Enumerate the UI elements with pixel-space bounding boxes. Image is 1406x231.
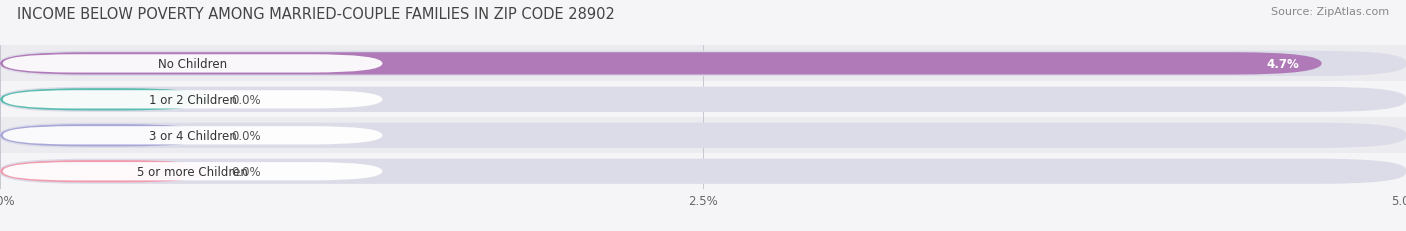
FancyBboxPatch shape	[0, 154, 1406, 189]
Text: 5 or more Children: 5 or more Children	[138, 165, 247, 178]
FancyBboxPatch shape	[0, 89, 209, 111]
Text: 1 or 2 Children: 1 or 2 Children	[149, 93, 236, 106]
Text: 4.7%: 4.7%	[1267, 58, 1299, 71]
Text: 0.0%: 0.0%	[232, 129, 262, 142]
FancyBboxPatch shape	[0, 123, 1406, 148]
Text: Source: ZipAtlas.com: Source: ZipAtlas.com	[1271, 7, 1389, 17]
FancyBboxPatch shape	[0, 52, 1406, 77]
Text: 3 or 4 Children: 3 or 4 Children	[149, 129, 236, 142]
FancyBboxPatch shape	[3, 55, 382, 73]
FancyBboxPatch shape	[0, 82, 1406, 118]
FancyBboxPatch shape	[0, 160, 209, 183]
FancyBboxPatch shape	[3, 91, 382, 109]
FancyBboxPatch shape	[0, 87, 1406, 112]
FancyBboxPatch shape	[0, 53, 1322, 75]
Text: 0.0%: 0.0%	[232, 165, 262, 178]
FancyBboxPatch shape	[3, 162, 382, 181]
Text: 0.0%: 0.0%	[232, 93, 262, 106]
FancyBboxPatch shape	[0, 118, 1406, 154]
FancyBboxPatch shape	[0, 125, 209, 147]
FancyBboxPatch shape	[3, 127, 382, 145]
FancyBboxPatch shape	[0, 46, 1406, 82]
Text: No Children: No Children	[157, 58, 228, 71]
FancyBboxPatch shape	[0, 159, 1406, 184]
Text: INCOME BELOW POVERTY AMONG MARRIED-COUPLE FAMILIES IN ZIP CODE 28902: INCOME BELOW POVERTY AMONG MARRIED-COUPL…	[17, 7, 614, 22]
